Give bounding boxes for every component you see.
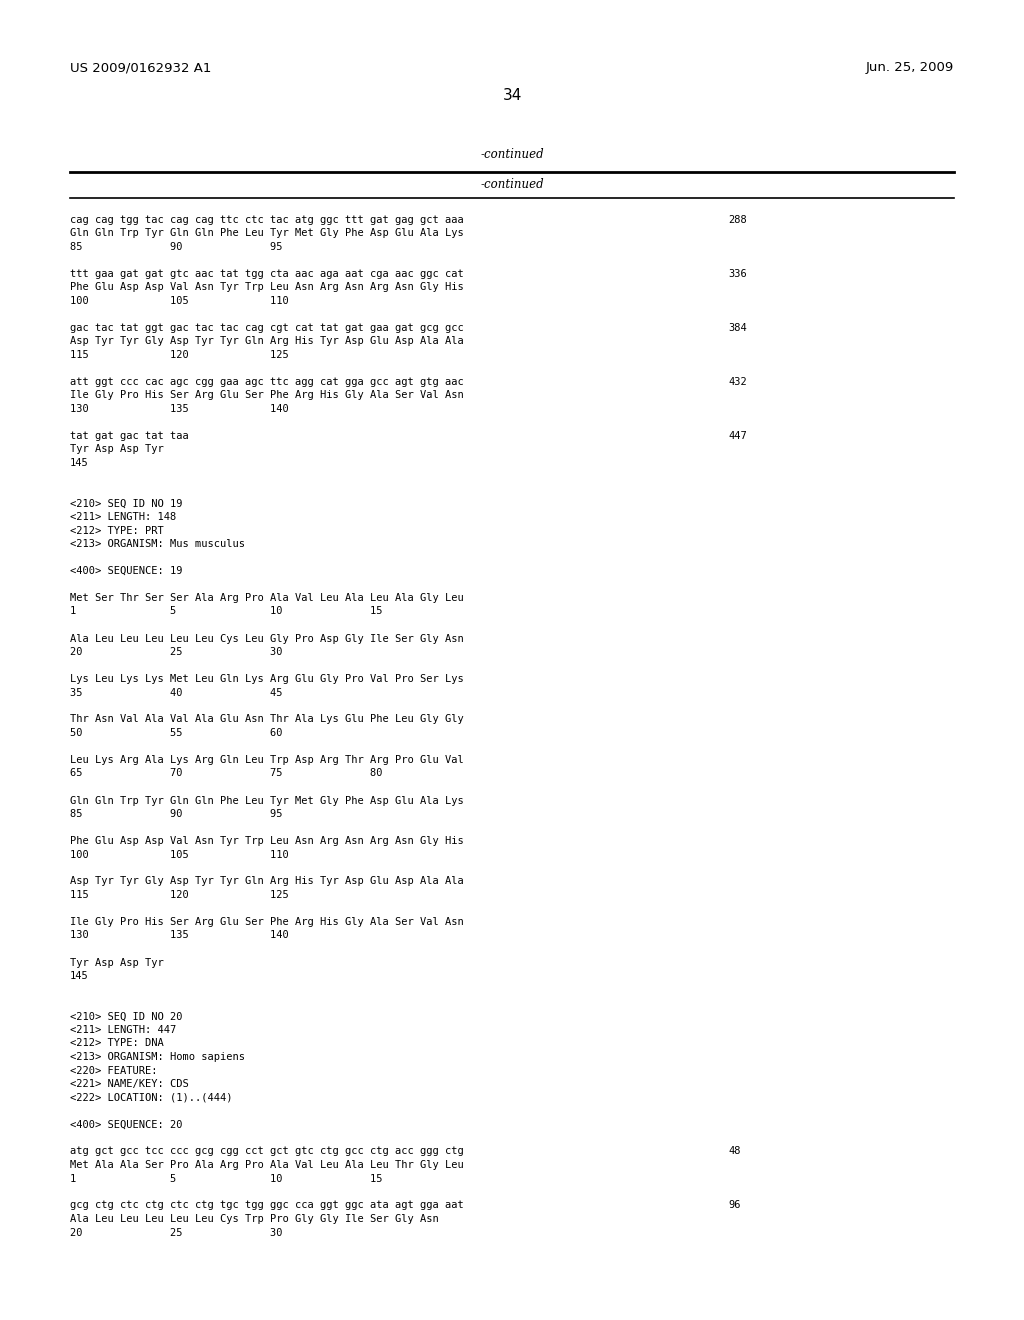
Text: 1               5               10              15: 1 5 10 15: [70, 1173, 383, 1184]
Text: 96: 96: [728, 1200, 740, 1210]
Text: <400> SEQUENCE: 19: <400> SEQUENCE: 19: [70, 566, 182, 576]
Text: Tyr Asp Asp Tyr: Tyr Asp Asp Tyr: [70, 957, 164, 968]
Text: 130             135             140: 130 135 140: [70, 404, 289, 414]
Text: <211> LENGTH: 447: <211> LENGTH: 447: [70, 1026, 176, 1035]
Text: Ile Gly Pro His Ser Arg Glu Ser Phe Arg His Gly Ala Ser Val Asn: Ile Gly Pro His Ser Arg Glu Ser Phe Arg …: [70, 391, 464, 400]
Text: 115             120             125: 115 120 125: [70, 890, 289, 900]
Text: Ile Gly Pro His Ser Arg Glu Ser Phe Arg His Gly Ala Ser Val Asn: Ile Gly Pro His Ser Arg Glu Ser Phe Arg …: [70, 917, 464, 927]
Text: <211> LENGTH: 148: <211> LENGTH: 148: [70, 512, 176, 521]
Text: 20              25              30: 20 25 30: [70, 1228, 283, 1238]
Text: US 2009/0162932 A1: US 2009/0162932 A1: [70, 62, 211, 74]
Text: <210> SEQ ID NO 20: <210> SEQ ID NO 20: [70, 1011, 182, 1022]
Text: 100             105             110: 100 105 110: [70, 296, 289, 306]
Text: atg gct gcc tcc ccc gcg cgg cct gct gtc ctg gcc ctg acc ggg ctg: atg gct gcc tcc ccc gcg cgg cct gct gtc …: [70, 1147, 464, 1156]
Text: -continued: -continued: [480, 178, 544, 191]
Text: ttt gaa gat gat gtc aac tat tgg cta aac aga aat cga aac ggc cat: ttt gaa gat gat gtc aac tat tgg cta aac …: [70, 269, 464, 279]
Text: <220> FEATURE:: <220> FEATURE:: [70, 1065, 158, 1076]
Text: 115             120             125: 115 120 125: [70, 350, 289, 360]
Text: 288: 288: [728, 215, 746, 224]
Text: 48: 48: [728, 1147, 740, 1156]
Text: Leu Lys Arg Ala Lys Arg Gln Leu Trp Asp Arg Thr Arg Pro Glu Val: Leu Lys Arg Ala Lys Arg Gln Leu Trp Asp …: [70, 755, 464, 766]
Text: <212> TYPE: DNA: <212> TYPE: DNA: [70, 1039, 164, 1048]
Text: cag cag tgg tac cag cag ttc ctc tac atg ggc ttt gat gag gct aaa: cag cag tgg tac cag cag ttc ctc tac atg …: [70, 215, 464, 224]
Text: 85              90              95: 85 90 95: [70, 242, 283, 252]
Text: <400> SEQUENCE: 20: <400> SEQUENCE: 20: [70, 1119, 182, 1130]
Text: <213> ORGANISM: Mus musculus: <213> ORGANISM: Mus musculus: [70, 539, 245, 549]
Text: 85              90              95: 85 90 95: [70, 809, 283, 818]
Text: Phe Glu Asp Asp Val Asn Tyr Trp Leu Asn Arg Asn Arg Asn Gly His: Phe Glu Asp Asp Val Asn Tyr Trp Leu Asn …: [70, 836, 464, 846]
Text: Ala Leu Leu Leu Leu Leu Cys Trp Pro Gly Gly Ile Ser Gly Asn: Ala Leu Leu Leu Leu Leu Cys Trp Pro Gly …: [70, 1214, 438, 1224]
Text: Gln Gln Trp Tyr Gln Gln Phe Leu Tyr Met Gly Phe Asp Glu Ala Lys: Gln Gln Trp Tyr Gln Gln Phe Leu Tyr Met …: [70, 228, 464, 239]
Text: 50              55              60: 50 55 60: [70, 729, 283, 738]
Text: 145: 145: [70, 972, 89, 981]
Text: gcg ctg ctc ctg ctc ctg tgc tgg ggc cca ggt ggc ata agt gga aat: gcg ctg ctc ctg ctc ctg tgc tgg ggc cca …: [70, 1200, 464, 1210]
Text: gac tac tat ggt gac tac tac cag cgt cat tat gat gaa gat gcg gcc: gac tac tat ggt gac tac tac cag cgt cat …: [70, 323, 464, 333]
Text: <221> NAME/KEY: CDS: <221> NAME/KEY: CDS: [70, 1078, 188, 1089]
Text: 20              25              30: 20 25 30: [70, 647, 283, 657]
Text: <222> LOCATION: (1)..(444): <222> LOCATION: (1)..(444): [70, 1093, 232, 1102]
Text: 336: 336: [728, 269, 746, 279]
Text: Asp Tyr Tyr Gly Asp Tyr Tyr Gln Arg His Tyr Asp Glu Asp Ala Ala: Asp Tyr Tyr Gly Asp Tyr Tyr Gln Arg His …: [70, 876, 464, 887]
Text: tat gat gac tat taa: tat gat gac tat taa: [70, 432, 188, 441]
Text: 34: 34: [503, 87, 521, 103]
Text: Jun. 25, 2009: Jun. 25, 2009: [865, 62, 954, 74]
Text: Thr Asn Val Ala Val Ala Glu Asn Thr Ala Lys Glu Phe Leu Gly Gly: Thr Asn Val Ala Val Ala Glu Asn Thr Ala …: [70, 714, 464, 725]
Text: 384: 384: [728, 323, 746, 333]
Text: 65              70              75              80: 65 70 75 80: [70, 768, 383, 779]
Text: Asp Tyr Tyr Gly Asp Tyr Tyr Gln Arg His Tyr Asp Glu Asp Ala Ala: Asp Tyr Tyr Gly Asp Tyr Tyr Gln Arg His …: [70, 337, 464, 346]
Text: 35              40              45: 35 40 45: [70, 688, 283, 697]
Text: 432: 432: [728, 378, 746, 387]
Text: Phe Glu Asp Asp Val Asn Tyr Trp Leu Asn Arg Asn Arg Asn Gly His: Phe Glu Asp Asp Val Asn Tyr Trp Leu Asn …: [70, 282, 464, 293]
Text: Gln Gln Trp Tyr Gln Gln Phe Leu Tyr Met Gly Phe Asp Glu Ala Lys: Gln Gln Trp Tyr Gln Gln Phe Leu Tyr Met …: [70, 796, 464, 805]
Text: Tyr Asp Asp Tyr: Tyr Asp Asp Tyr: [70, 445, 164, 454]
Text: 130             135             140: 130 135 140: [70, 931, 289, 940]
Text: Met Ser Thr Ser Ser Ala Arg Pro Ala Val Leu Ala Leu Ala Gly Leu: Met Ser Thr Ser Ser Ala Arg Pro Ala Val …: [70, 593, 464, 603]
Text: 1               5               10              15: 1 5 10 15: [70, 606, 383, 616]
Text: 145: 145: [70, 458, 89, 469]
Text: Lys Leu Lys Lys Met Leu Gln Lys Arg Glu Gly Pro Val Pro Ser Lys: Lys Leu Lys Lys Met Leu Gln Lys Arg Glu …: [70, 675, 464, 684]
Text: <210> SEQ ID NO 19: <210> SEQ ID NO 19: [70, 499, 182, 508]
Text: <212> TYPE: PRT: <212> TYPE: PRT: [70, 525, 164, 536]
Text: -continued: -continued: [480, 149, 544, 161]
Text: <213> ORGANISM: Homo sapiens: <213> ORGANISM: Homo sapiens: [70, 1052, 245, 1063]
Text: 447: 447: [728, 432, 746, 441]
Text: Ala Leu Leu Leu Leu Leu Cys Leu Gly Pro Asp Gly Ile Ser Gly Asn: Ala Leu Leu Leu Leu Leu Cys Leu Gly Pro …: [70, 634, 464, 644]
Text: 100             105             110: 100 105 110: [70, 850, 289, 859]
Text: Met Ala Ala Ser Pro Ala Arg Pro Ala Val Leu Ala Leu Thr Gly Leu: Met Ala Ala Ser Pro Ala Arg Pro Ala Val …: [70, 1160, 464, 1170]
Text: att ggt ccc cac agc cgg gaa agc ttc agg cat gga gcc agt gtg aac: att ggt ccc cac agc cgg gaa agc ttc agg …: [70, 378, 464, 387]
